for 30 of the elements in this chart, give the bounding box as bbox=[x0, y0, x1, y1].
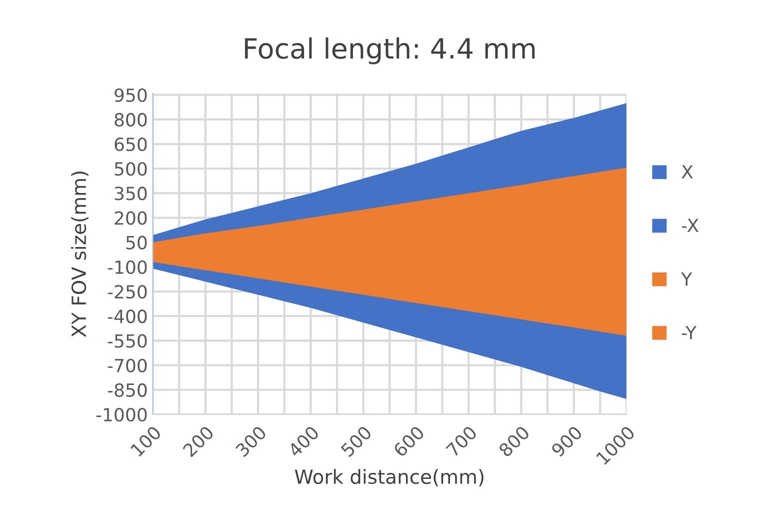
y-tick-label: 200 bbox=[114, 211, 147, 225]
y-tick-label: -100 bbox=[108, 260, 147, 274]
x-tick-label: 100 bbox=[130, 425, 162, 457]
x-tick-label: 600 bbox=[392, 425, 425, 458]
x-tick-label: 800 bbox=[498, 425, 530, 458]
legend-label: -Y bbox=[682, 326, 697, 340]
y-tick-label: 800 bbox=[114, 112, 147, 127]
y-tick-label: -1000 bbox=[96, 408, 147, 422]
x-tick-label: 900 bbox=[550, 425, 583, 458]
legend-label: Y bbox=[681, 272, 692, 286]
y-tick-label: -400 bbox=[108, 310, 147, 324]
x-tick-label: 300 bbox=[234, 425, 268, 458]
y-tick-label: 950 bbox=[114, 88, 147, 102]
y-tick-label: -850 bbox=[108, 383, 147, 397]
x-tick-label: 700 bbox=[445, 425, 478, 458]
y-tick-label: 500 bbox=[114, 162, 147, 176]
y-tick-label: -250 bbox=[108, 284, 147, 299]
x-axis-title: Work distance(mm) bbox=[294, 468, 484, 486]
y-tick-label: -700 bbox=[108, 358, 147, 372]
legend-label: X bbox=[682, 165, 693, 178]
chart-title: Focal length: 4.4 mm bbox=[245, 37, 535, 64]
y-tick-label: 350 bbox=[114, 186, 147, 200]
x-tick-label: 500 bbox=[340, 425, 372, 458]
y-tick-label: -550 bbox=[108, 334, 147, 348]
y-tick-label: 50 bbox=[126, 236, 147, 250]
x-tick-label: 200 bbox=[182, 425, 214, 458]
x-tick-label: 400 bbox=[287, 425, 320, 458]
y-tick-label: 650 bbox=[114, 137, 147, 152]
legend-label: -X bbox=[682, 218, 699, 232]
y-axis-title: XY FOV size(mm) bbox=[71, 172, 88, 338]
